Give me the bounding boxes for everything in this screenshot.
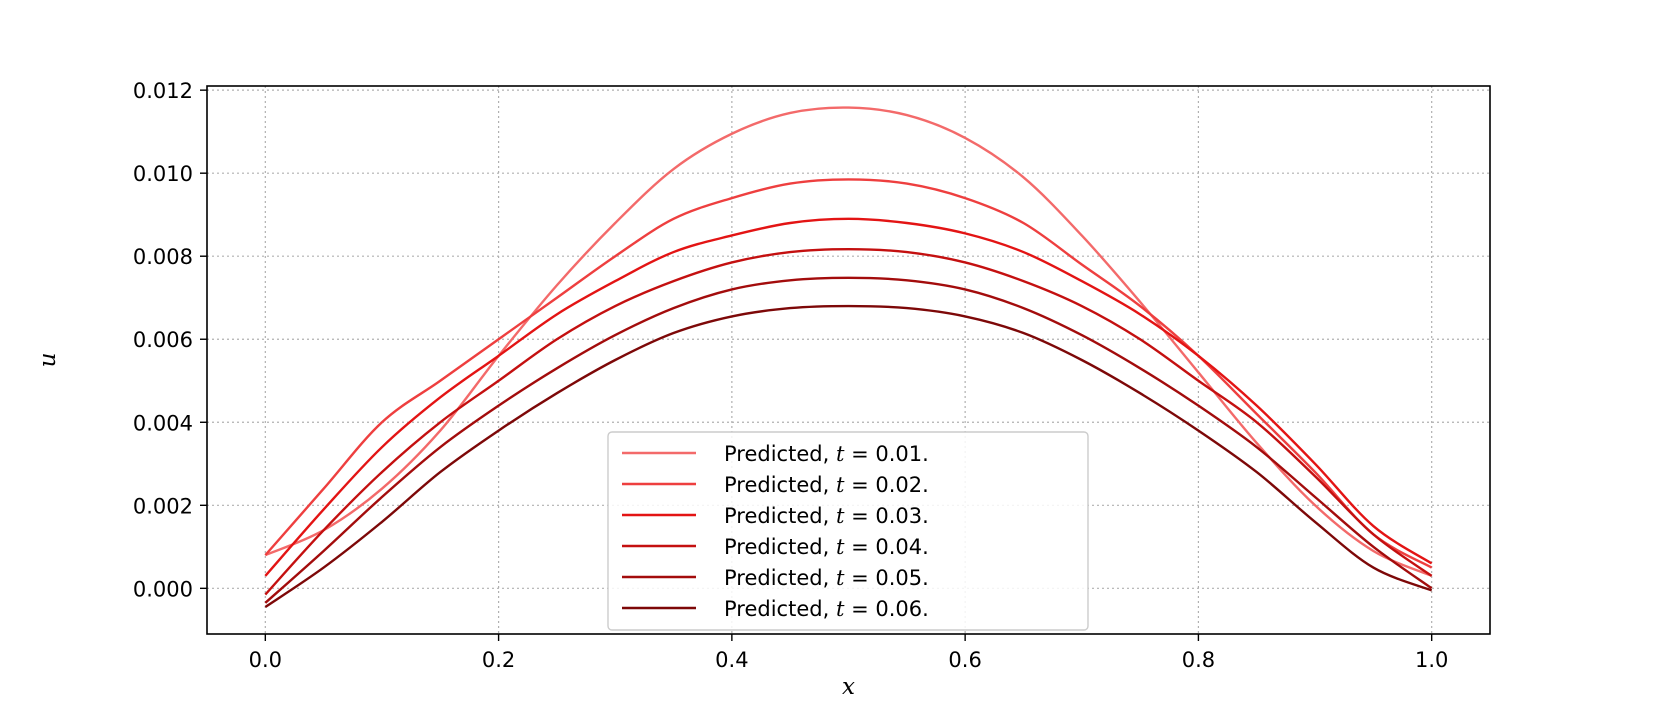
series-line-t-0.04	[264, 247, 1433, 596]
x-tick-label: 0.6	[948, 648, 981, 672]
y-axis-label: u	[35, 353, 61, 368]
series-lines	[264, 106, 1433, 609]
series-line-t-0.06	[264, 304, 1433, 609]
y-tick-label: 0.002	[133, 494, 193, 518]
legend-entry-label: Predicted, t = 0.01.	[724, 442, 929, 466]
y-tick-label: 0.004	[133, 411, 193, 435]
x-axis-label: x	[842, 674, 855, 700]
plot-frame	[206, 85, 1491, 635]
series-line-t-0.05	[264, 276, 1433, 604]
y-tick-label: 0.006	[133, 328, 193, 352]
legend-entry-label: Predicted, t = 0.03.	[724, 504, 929, 528]
legend-box	[607, 431, 1089, 631]
x-tick-label: 1.0	[1415, 648, 1448, 672]
series-line-t-0.02	[264, 178, 1433, 569]
y-tick-label: 0.000	[133, 577, 193, 601]
legend-entry-label: Predicted, t = 0.05.	[724, 566, 929, 590]
x-tick-label: 0.8	[1182, 648, 1215, 672]
x-tick-label: 0.4	[715, 648, 748, 672]
x-tick-label: 0.0	[249, 648, 282, 672]
legend-entry-label: Predicted, t = 0.02.	[724, 473, 929, 497]
y-tick-label: 0.012	[133, 79, 193, 103]
legend: Predicted, t = 0.01. Predicted, t = 0.02.…	[607, 431, 1089, 631]
axis-ticks: 0.0 0.2 0.4 0.6 0.8 1.0 0.000 0.002 0.004 0.006 0.…	[133, 79, 1449, 672]
y-tick-label: 0.010	[133, 162, 193, 186]
y-tick-label: 0.008	[133, 245, 193, 269]
legend-entry-label: Predicted, t = 0.06.	[724, 597, 929, 621]
legend-entry-label: Predicted, t = 0.04.	[724, 535, 929, 559]
series-line-t-0.03	[264, 217, 1433, 577]
x-tick-label: 0.2	[482, 648, 515, 672]
